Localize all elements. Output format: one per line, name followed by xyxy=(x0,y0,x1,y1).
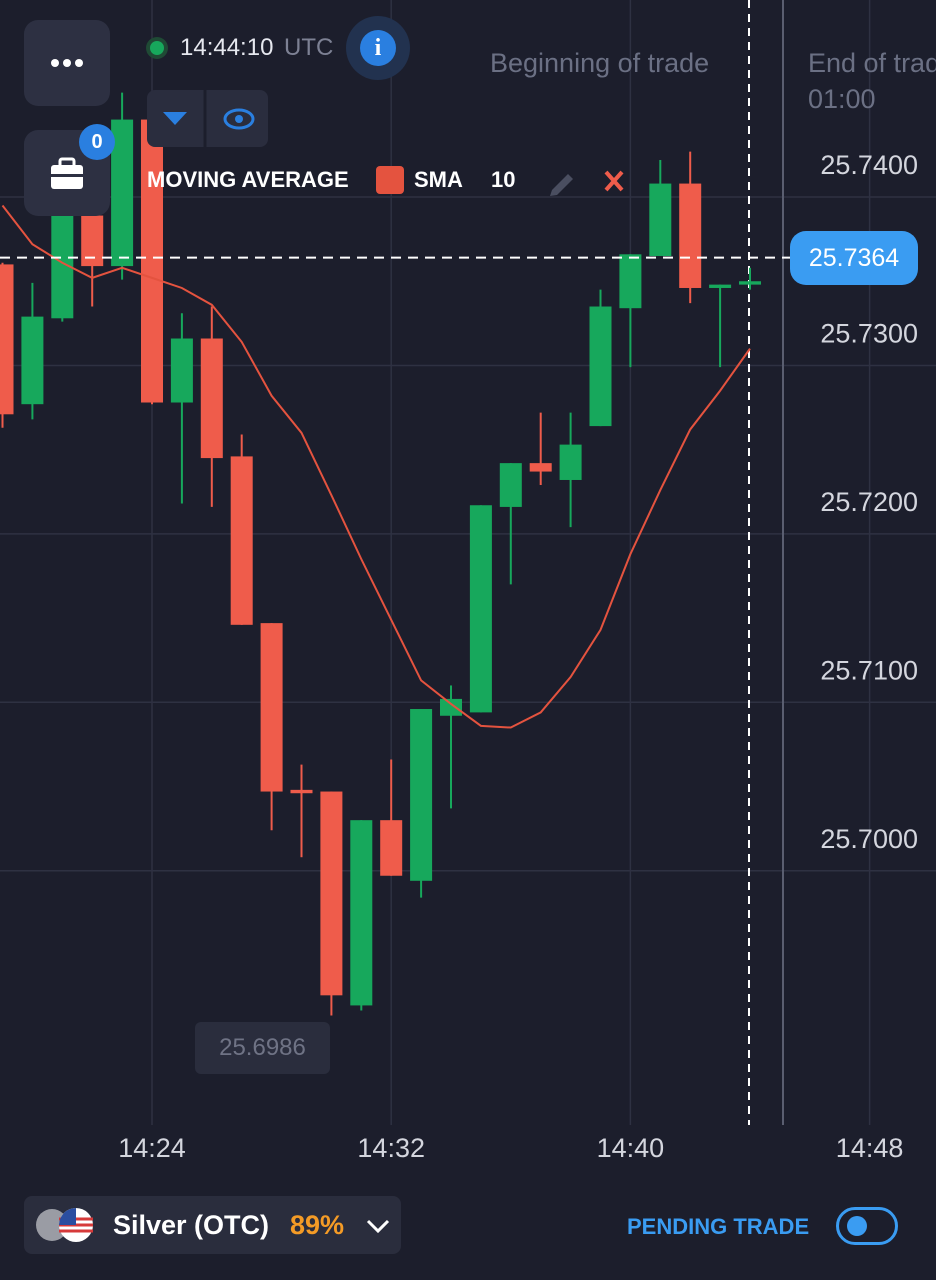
candle-body xyxy=(260,623,283,792)
candle-body xyxy=(320,791,343,996)
y-tick-label: 25.7400 xyxy=(820,150,918,180)
x-tick-label: 14:48 xyxy=(836,1133,904,1163)
x-tick-label: 14:32 xyxy=(357,1133,425,1163)
candle-body xyxy=(51,215,74,319)
chevron xyxy=(366,1219,390,1234)
toolbar-icons xyxy=(163,90,255,147)
candle-body xyxy=(350,820,373,1006)
portfolio-badge: 0 xyxy=(79,124,115,160)
clock: 14:44:10 xyxy=(180,34,274,61)
candle-body xyxy=(21,316,44,405)
y-tick-label: 25.7300 xyxy=(820,319,918,349)
candle-body xyxy=(410,709,433,881)
trade-end-label: End of trade xyxy=(808,48,936,78)
y-tick-label: 25.7100 xyxy=(820,655,918,685)
candle-body xyxy=(559,444,582,480)
candle-body xyxy=(170,338,193,403)
status-dot xyxy=(150,41,164,55)
candle-body xyxy=(739,281,761,285)
candle-body xyxy=(290,789,313,794)
candle-body xyxy=(679,183,702,288)
candle-body xyxy=(469,505,492,713)
x-tick-label: 14:40 xyxy=(597,1133,665,1163)
asset-payout: 89% xyxy=(290,1210,345,1240)
remove-icon[interactable] xyxy=(604,170,624,192)
legend-name: SMA xyxy=(414,167,463,192)
indicator-title: MOVING AVERAGE xyxy=(147,167,349,192)
x-tick-label: 14:24 xyxy=(118,1133,186,1163)
menu-button[interactable] xyxy=(24,20,110,106)
briefcase-icon xyxy=(51,157,83,189)
asset-selector[interactable]: Silver (OTC) 89% xyxy=(24,1196,401,1254)
timezone: UTC xyxy=(284,34,334,61)
trade-end-time: 01:00 xyxy=(808,84,876,114)
y-tick-label: 25.7200 xyxy=(820,487,918,517)
candle-body xyxy=(81,215,104,267)
asset-name: Silver (OTC) xyxy=(113,1210,270,1240)
sma-line xyxy=(1,204,751,729)
candle-body xyxy=(111,119,134,267)
candle-body xyxy=(499,463,522,507)
candle-body xyxy=(619,254,642,309)
toggle-knob xyxy=(847,1216,867,1236)
candle-body xyxy=(0,264,14,415)
pending-trade-label[interactable]: PENDING TRADE xyxy=(627,1214,810,1239)
candle-body xyxy=(529,463,552,472)
indicator-toolbar xyxy=(147,90,268,147)
pending-toggle[interactable] xyxy=(836,1207,898,1245)
legend-period: 10 xyxy=(491,167,516,192)
candle-body xyxy=(709,284,732,288)
info-button[interactable]: i xyxy=(346,16,410,80)
min-price-label: 25.6986 xyxy=(195,1022,330,1074)
candle-body xyxy=(589,306,612,427)
candle-body xyxy=(200,338,223,459)
candle-body xyxy=(141,119,163,403)
y-tick-label: 25.7000 xyxy=(820,824,918,854)
candle-body xyxy=(380,820,403,876)
info-icon: i xyxy=(360,30,396,66)
legend-swatch xyxy=(376,166,404,194)
candle-body xyxy=(230,456,253,625)
candle-body xyxy=(649,183,672,256)
trade-begin-label: Beginning of trade xyxy=(490,48,710,78)
legend-actions xyxy=(550,170,624,196)
current-price-label: 25.7364 xyxy=(790,230,918,285)
edit-icon[interactable] xyxy=(550,174,573,196)
menu-icon xyxy=(51,59,83,67)
candle-body xyxy=(440,698,462,716)
asset-icon xyxy=(36,1208,93,1242)
